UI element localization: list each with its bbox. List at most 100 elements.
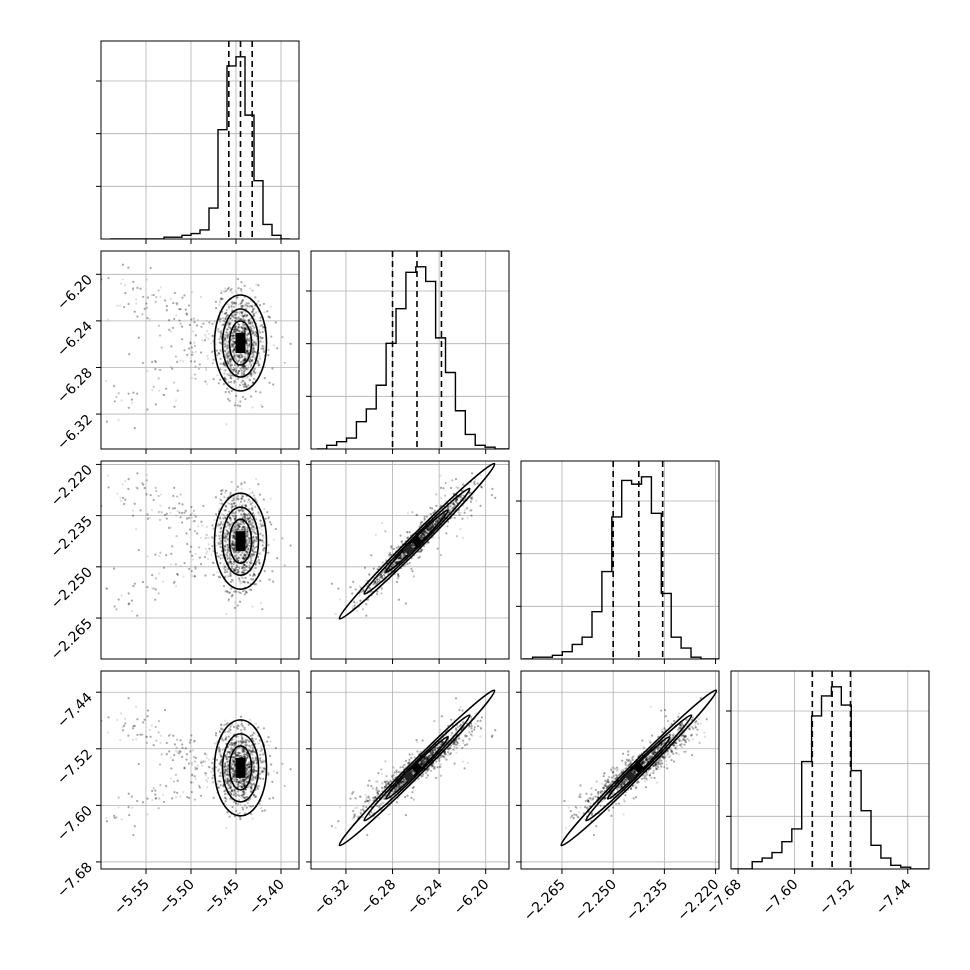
sample-point	[190, 360, 193, 363]
sample-point	[219, 540, 222, 543]
sample-point	[247, 319, 251, 323]
sample-point	[234, 330, 238, 333]
sample-point	[231, 302, 234, 305]
sample-point	[244, 319, 247, 322]
sample-point	[199, 351, 203, 354]
sample-point	[227, 575, 230, 578]
sample-point	[235, 370, 238, 374]
sample-point	[234, 319, 237, 323]
sample-point	[232, 366, 236, 369]
sample-point	[217, 352, 220, 355]
sample-point	[158, 518, 162, 522]
sample-point	[185, 532, 188, 535]
sample-point	[254, 390, 257, 393]
sample-point	[244, 556, 248, 559]
sample-point	[243, 593, 247, 596]
sample-point	[243, 571, 246, 574]
sample-point	[221, 489, 224, 492]
sample-point	[232, 548, 235, 551]
sample-point	[149, 266, 152, 270]
sample-point	[158, 572, 161, 575]
sample-point	[259, 403, 263, 406]
sample-point	[176, 302, 179, 305]
sample-point	[207, 536, 210, 539]
sample-point	[219, 357, 222, 360]
sample-point	[250, 355, 253, 358]
sample-point	[236, 551, 239, 554]
sample-point	[235, 394, 238, 397]
sample-point	[224, 351, 227, 355]
sample-point	[120, 399, 123, 402]
sample-point	[171, 507, 175, 510]
sample-point	[238, 329, 241, 332]
sample-point	[185, 313, 189, 316]
sample-point	[233, 301, 236, 304]
sample-point	[193, 530, 196, 533]
sample-point	[254, 563, 257, 566]
sample-point	[243, 481, 246, 484]
sample-point	[233, 517, 237, 520]
sample-point	[220, 546, 223, 549]
sample-point	[237, 287, 240, 290]
sample-point	[228, 527, 231, 530]
sample-point	[231, 308, 234, 311]
sample-point	[249, 360, 252, 364]
sample-point	[235, 370, 238, 374]
sample-point	[217, 575, 220, 578]
sample-point	[154, 367, 157, 371]
sample-point	[220, 512, 223, 516]
sample-point	[190, 545, 193, 548]
sample-point	[249, 365, 253, 368]
sample-point	[228, 399, 231, 402]
sample-point	[228, 359, 232, 362]
sample-point	[231, 578, 234, 581]
sample-point	[232, 580, 235, 583]
sample-point	[232, 330, 236, 333]
sample-point	[235, 497, 238, 500]
sample-point	[227, 354, 230, 358]
sample-point	[263, 350, 266, 354]
sample-point	[251, 324, 255, 328]
sample-point	[232, 497, 235, 500]
sample-point	[258, 561, 261, 564]
sample-point	[230, 343, 234, 346]
sample-point	[252, 313, 256, 317]
sample-point	[253, 342, 256, 345]
sample-point	[234, 301, 238, 305]
sample-point	[226, 352, 229, 355]
sample-point	[171, 367, 174, 370]
sample-point	[212, 562, 215, 565]
sample-point	[250, 373, 253, 376]
sample-point	[197, 546, 201, 549]
sample-point	[253, 350, 256, 353]
sample-point	[224, 534, 227, 537]
sample-point	[246, 328, 249, 331]
sample-point	[243, 284, 246, 287]
sample-point	[229, 381, 233, 384]
sample-point	[239, 317, 243, 321]
sample-point	[193, 321, 196, 324]
sample-point	[259, 391, 262, 394]
sample-point	[215, 349, 219, 352]
sample-point	[205, 525, 208, 529]
sample-point	[233, 328, 236, 331]
sample-point	[245, 551, 248, 554]
sample-point	[231, 540, 234, 543]
sample-point	[232, 550, 235, 553]
sample-point	[228, 556, 231, 559]
sample-point	[259, 340, 262, 343]
sample-point	[223, 571, 226, 574]
sample-point	[237, 326, 240, 329]
sample-point	[252, 553, 255, 556]
sample-point	[171, 367, 174, 370]
sample-point	[244, 368, 247, 372]
sample-point	[241, 359, 244, 363]
sample-point	[233, 337, 236, 340]
sample-point	[145, 306, 149, 309]
sample-point	[183, 294, 186, 297]
sample-point	[251, 536, 254, 540]
sample-point	[127, 406, 130, 409]
sample-point	[247, 343, 250, 346]
sample-point	[218, 534, 221, 537]
sample-point	[173, 317, 176, 321]
